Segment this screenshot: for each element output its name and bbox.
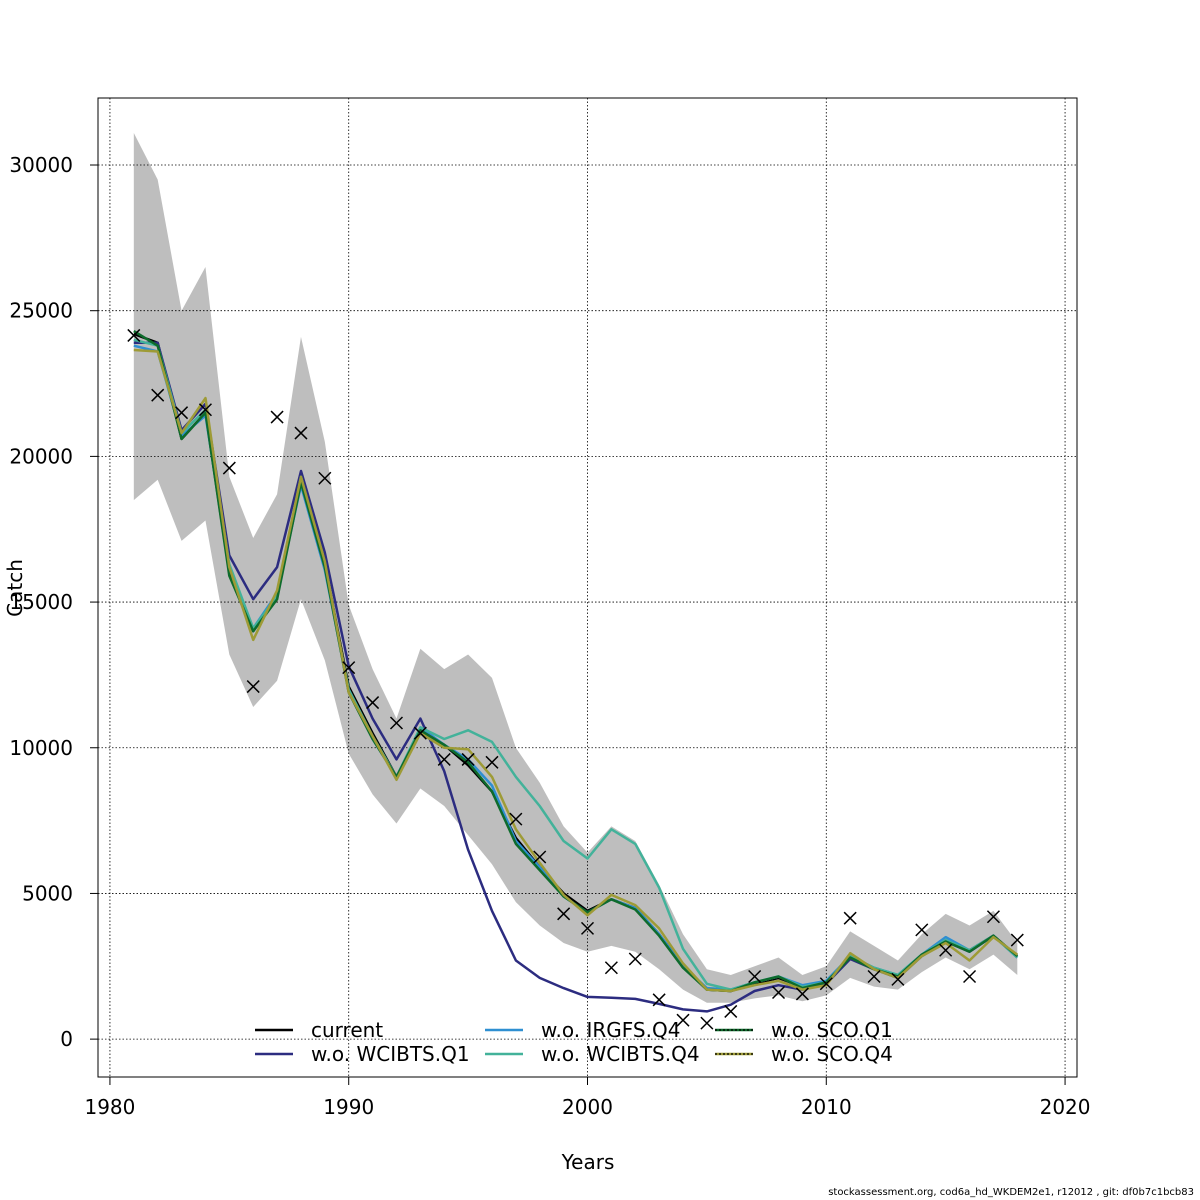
legend-label-current: current: [311, 1018, 383, 1042]
legend-label-w-o-wcibts-q1: w.o. WCIBTS.Q1: [311, 1042, 470, 1066]
observed-point: [533, 850, 547, 864]
confidence-band-layer: [133, 132, 1018, 1003]
observed-point: [246, 680, 260, 694]
axis-layer: 1980 1990 2000 2010 2020 0 5000 10000 15000 20000…: [9, 153, 1090, 1119]
y-tick-label: 15000: [9, 590, 73, 614]
observed-point: [413, 726, 427, 740]
observed-point: [700, 1016, 714, 1030]
y-tick-label: 5000: [22, 881, 73, 905]
observed-point: [963, 969, 977, 984]
series-layer: [133, 330, 1019, 1013]
observed-point: [915, 923, 929, 937]
observed-point: [342, 661, 356, 675]
observed-point: [771, 985, 786, 1000]
y-tick-label: 20000: [9, 444, 73, 468]
observed-point: [509, 812, 523, 826]
observed-point: [1010, 933, 1024, 947]
x-tick-label: 2010: [801, 1095, 852, 1119]
confidence-band: [133, 132, 1018, 1003]
observed-point: [437, 752, 451, 766]
observed-point: [461, 752, 475, 766]
legend-label-w-o-sco-q4: w.o. SCO.Q4: [771, 1042, 893, 1066]
observed-point: [819, 977, 833, 991]
observed-point: [366, 696, 380, 710]
observed-point: [748, 969, 762, 984]
observed-point: [127, 328, 141, 342]
y-axis-title: Catch: [3, 559, 27, 617]
y-tick-label: 25000: [9, 299, 73, 323]
series-line-w-o-sco-q4: [133, 348, 1019, 993]
legend-label-w-o-sco-q1: w.o. SCO.Q1: [771, 1018, 893, 1042]
observed-point: [198, 403, 212, 417]
y-tick-label: 0: [60, 1027, 73, 1051]
observed-point: [939, 943, 953, 957]
observed-points-layer: [127, 328, 1024, 1030]
observed-point: [604, 961, 618, 975]
observed-point: [485, 755, 499, 769]
y-tick-label: 10000: [9, 736, 73, 760]
observed-point: [389, 716, 404, 730]
observed-point: [986, 910, 1000, 924]
y-tick-label: 30000: [9, 153, 73, 177]
x-tick-label: 2020: [1040, 1095, 1091, 1119]
x-tick-label: 2000: [562, 1095, 613, 1119]
observed-point: [318, 471, 332, 485]
observed-point: [294, 426, 308, 440]
legend-label-w-o-wcibts-q4: w.o. WCIBTS.Q4: [541, 1042, 700, 1066]
x-axis-title: Years: [561, 1150, 615, 1174]
observed-point: [270, 410, 284, 424]
observed-point: [151, 388, 165, 402]
observed-point: [652, 993, 666, 1007]
observed-point: [724, 1004, 738, 1018]
x-tick-label: 1980: [84, 1095, 135, 1119]
observed-point: [175, 406, 189, 420]
observed-point: [628, 952, 642, 966]
observed-point: [843, 911, 857, 925]
x-tick-label: 1990: [323, 1095, 374, 1119]
observed-point: [580, 921, 595, 935]
legend-label-w-o-irgfs-q4: w.o. IRGFS.Q4: [541, 1018, 680, 1042]
observed-point: [891, 972, 905, 986]
footer-credit: stockassessment.org, cod6a_hd_WKDEM2e1, …: [828, 1187, 1194, 1198]
observed-point: [676, 1013, 690, 1027]
observed-point: [222, 461, 236, 475]
observed-point: [867, 969, 881, 984]
observed-point: [557, 907, 571, 921]
observed-point: [795, 987, 809, 1001]
